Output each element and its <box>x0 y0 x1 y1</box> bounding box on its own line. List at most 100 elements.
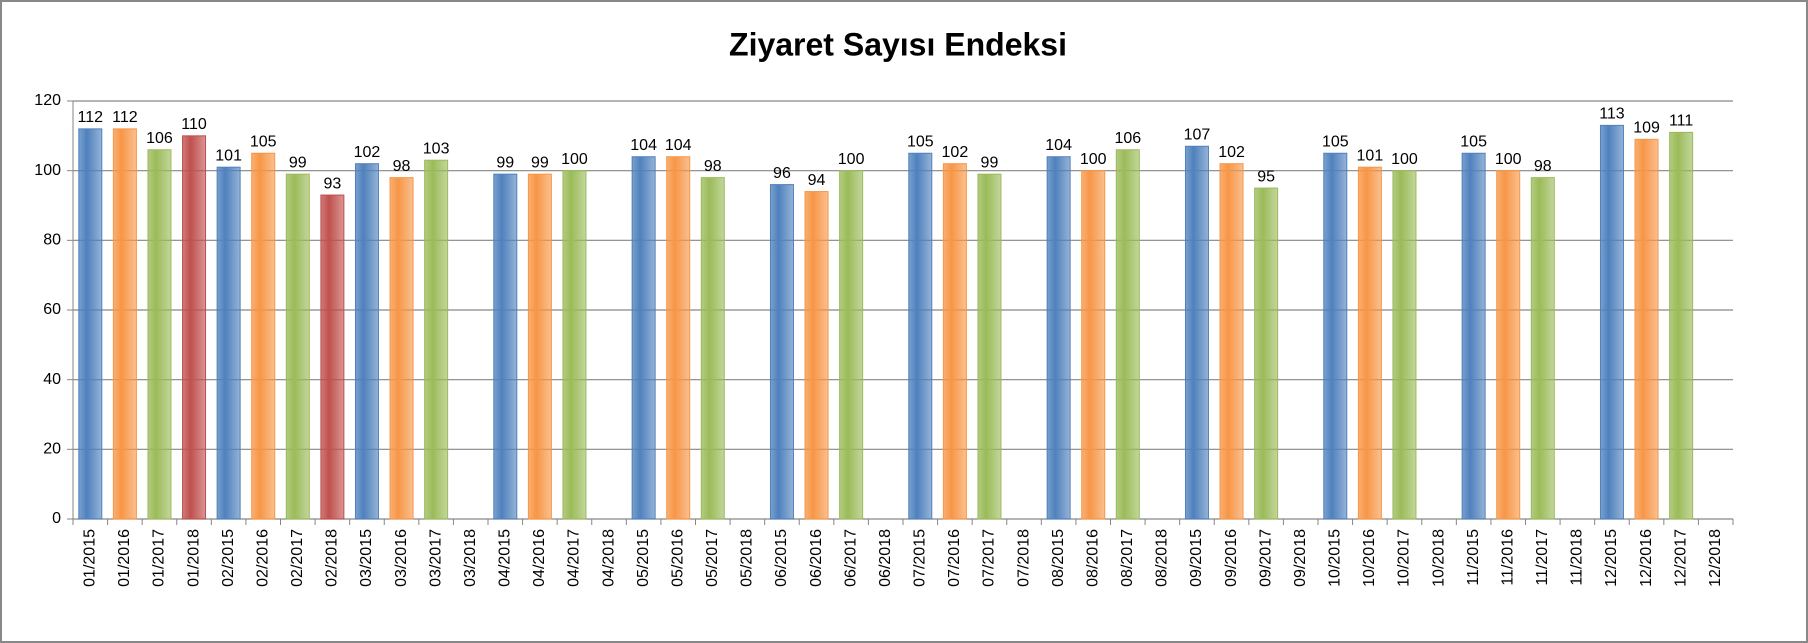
data-label: 110 <box>181 116 207 133</box>
data-label: 106 <box>1114 130 1141 147</box>
x-tick-label: 07/2015 <box>912 529 929 587</box>
x-tick-label: 07/2017 <box>981 529 998 587</box>
bar <box>112 128 137 520</box>
x-tick-label: 06/2015 <box>773 529 790 587</box>
bar <box>1184 145 1209 520</box>
bar <box>562 170 587 520</box>
bar <box>1530 177 1555 520</box>
data-label: 107 <box>1184 127 1211 144</box>
bar <box>631 156 656 520</box>
bar <box>147 149 172 520</box>
bar <box>769 184 794 520</box>
data-label: 103 <box>423 140 450 157</box>
x-tick-label: 04/2017 <box>566 529 583 587</box>
x-tick-label: 01/2017 <box>151 529 168 587</box>
bar <box>285 173 310 520</box>
bar <box>320 194 345 520</box>
bar <box>182 135 207 520</box>
x-tick-label: 01/2015 <box>82 529 99 587</box>
data-label: 100 <box>1080 151 1107 168</box>
x-tick-label: 09/2018 <box>1292 529 1309 587</box>
x-tick-label: 07/2018 <box>1015 529 1032 587</box>
x-tick-label: 08/2018 <box>1154 529 1171 587</box>
bar <box>839 170 864 520</box>
bar <box>1219 163 1244 520</box>
data-label: 98 <box>393 158 411 175</box>
data-label: 94 <box>808 172 826 189</box>
x-tick-label: 01/2018 <box>185 529 202 587</box>
bar <box>1323 152 1348 520</box>
bar <box>804 191 829 520</box>
bar <box>1081 170 1106 520</box>
x-tick-label: 05/2015 <box>635 529 652 587</box>
bar <box>700 177 725 520</box>
x-tick-label: 12/2018 <box>1707 529 1724 587</box>
data-label: 109 <box>1633 120 1660 137</box>
data-label: 93 <box>323 175 341 192</box>
y-tick-label: 0 <box>52 510 61 527</box>
x-tick-label: 02/2017 <box>289 529 306 587</box>
data-label: 104 <box>665 137 692 154</box>
x-tick-label: 03/2018 <box>462 529 479 587</box>
bar <box>1254 187 1279 520</box>
bar <box>1461 152 1486 520</box>
x-tick-label: 12/2016 <box>1638 529 1655 587</box>
x-tick-label: 06/2016 <box>808 529 825 587</box>
bar <box>424 159 449 520</box>
x-tick-label: 11/2018 <box>1569 529 1586 586</box>
y-tick-label: 120 <box>34 92 61 109</box>
bar <box>942 163 967 520</box>
y-tick-label: 100 <box>34 162 61 179</box>
bar <box>527 173 552 520</box>
x-tick-label: 06/2017 <box>842 529 859 587</box>
bar <box>493 173 518 520</box>
x-tick-label: 08/2015 <box>1050 529 1067 587</box>
data-label: 100 <box>838 151 865 168</box>
data-label: 98 <box>704 158 722 175</box>
x-tick-label: 09/2015 <box>1188 529 1205 587</box>
data-label: 104 <box>630 137 657 154</box>
x-tick-label: 08/2017 <box>1119 529 1136 587</box>
data-label: 105 <box>1322 133 1349 150</box>
x-tick-label: 04/2015 <box>497 529 514 587</box>
x-tick-label: 11/2017 <box>1534 529 1551 586</box>
x-tick-label: 01/2016 <box>116 529 133 587</box>
bar <box>1115 149 1140 520</box>
x-tick-label: 12/2017 <box>1672 529 1689 587</box>
x-tick-label: 10/2018 <box>1430 529 1447 587</box>
data-label: 104 <box>1045 137 1072 154</box>
bar <box>666 156 691 520</box>
bar <box>1599 124 1624 520</box>
data-label: 111 <box>1669 113 1693 130</box>
bar <box>1496 170 1521 520</box>
data-label: 102 <box>354 144 381 161</box>
data-label: 101 <box>215 147 242 164</box>
data-label: 101 <box>1357 147 1384 164</box>
bar <box>977 173 1002 520</box>
bar <box>216 166 241 520</box>
data-label: 98 <box>1534 158 1552 175</box>
x-tick-label: 10/2015 <box>1327 529 1344 587</box>
bar <box>251 152 276 520</box>
y-tick-label: 80 <box>43 232 61 249</box>
data-label: 105 <box>250 133 277 150</box>
data-label: 96 <box>773 165 791 182</box>
x-tick-label: 04/2016 <box>531 529 548 587</box>
x-tick-label: 09/2017 <box>1257 529 1274 587</box>
x-tick-label: 02/2015 <box>220 529 237 587</box>
data-label: 112 <box>78 109 104 126</box>
chart-title: Ziyaret Sayısı Endeksi <box>729 26 1067 62</box>
x-tick-label: 07/2016 <box>946 529 963 587</box>
bar <box>354 163 379 520</box>
bar <box>1046 156 1071 520</box>
data-label: 99 <box>496 154 514 171</box>
data-label: 95 <box>1257 168 1275 185</box>
data-label: 100 <box>561 151 588 168</box>
x-tick-label: 02/2018 <box>324 529 341 587</box>
y-tick-label: 20 <box>43 441 61 458</box>
data-label: 100 <box>1495 151 1522 168</box>
bar <box>1634 138 1659 520</box>
data-label: 113 <box>1599 106 1625 123</box>
data-label: 112 <box>112 109 138 126</box>
